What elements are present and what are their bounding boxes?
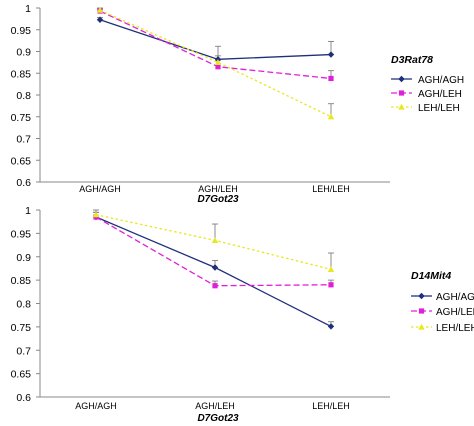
x-tick-label: AGH/AGH [79,184,121,194]
x-tick-label: AGH/AGH [75,401,117,411]
y-tick-label: 0.95 [11,25,32,37]
legend-marker [398,75,405,83]
legend-marker [398,90,405,96]
data-point [327,113,335,120]
y-tick-label: 0.85 [11,68,32,80]
legend-marker [398,103,405,110]
y-tick-label: 0.85 [11,275,32,287]
y-tick-label: 0.65 [11,369,32,381]
x-tick-label: LEH/LEH [312,184,350,194]
y-tick-label: 0.8 [16,90,31,102]
data-point [215,64,221,70]
y-tick-label: 0.7 [16,134,31,146]
data-point [92,211,100,218]
y-tick-label: 0.9 [16,252,31,264]
series-line [95,216,332,327]
legend-label: LEH/LEH [418,103,460,114]
data-point [96,16,104,23]
legend-label: LEH/LEH [436,323,474,334]
data-point [327,51,335,58]
y-tick-label: 0.9 [16,47,31,59]
y-tick-label: 0.7 [16,345,31,357]
y-tick-label: 0.65 [11,155,32,167]
y-tick-label: 0.75 [11,322,32,334]
y-tick-label: 0.8 [16,299,31,311]
y-tick-label: 0.6 [16,392,31,404]
x-axis-title: D7Got23 [197,194,239,205]
data-point [211,264,219,271]
x-axis-title: D7Got23 [197,413,239,424]
data-point [211,237,219,243]
legend-label: AGH/LEH [418,89,462,100]
x-tick-label: AGH/LEH [195,401,235,411]
series-line [99,19,332,60]
data-point [212,283,218,289]
y-tick-label: 1 [25,3,31,15]
legend-label: AGH/LEH [436,307,474,318]
legend-marker [418,323,425,330]
data-point [96,6,104,13]
data-point [327,266,335,272]
data-point [327,323,335,330]
x-tick-label: AGH/LEH [198,184,238,194]
legend-label: AGH/AGH [436,292,474,303]
legend-title: D3Rat78 [391,54,433,66]
y-tick-label: 1 [25,205,31,217]
y-tick-label: 0.75 [11,112,32,124]
legend-marker [418,308,425,314]
data-point [328,282,334,288]
data-point [214,59,222,65]
legend-marker [418,292,425,300]
data-point [328,75,334,82]
legend-title: D14Mit4 [411,270,451,282]
legend-label: AGH/AGH [418,75,464,86]
x-tick-label: LEH/LEH [312,401,350,411]
series-line [99,9,332,118]
y-tick-label: 0.6 [16,177,31,189]
y-tick-label: 0.95 [11,228,32,240]
series-line [95,216,332,287]
